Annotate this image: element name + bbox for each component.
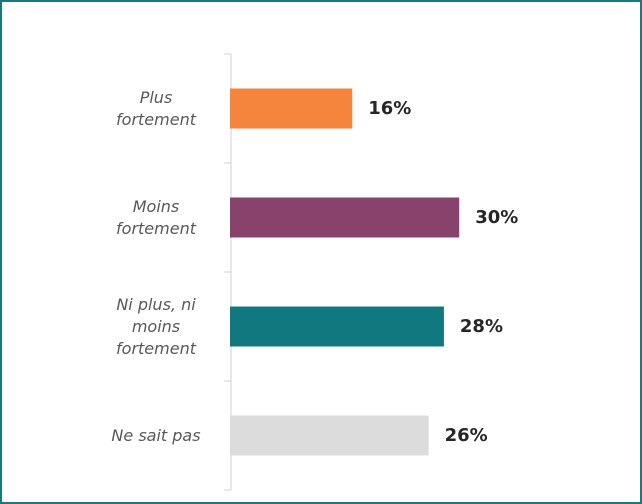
bar	[230, 415, 429, 456]
bar	[230, 88, 353, 129]
category-label: Ne sait pas	[111, 425, 201, 445]
value-label: 26%	[444, 424, 488, 446]
category-label: Moins fortement	[116, 196, 196, 238]
category-label: Plus fortement	[116, 87, 196, 129]
category-label: Ni plus, ni moins fortement	[116, 294, 196, 358]
bar	[230, 197, 460, 238]
value-label: 16%	[368, 97, 412, 119]
bar	[230, 306, 444, 347]
value-label: 30%	[475, 206, 519, 228]
value-label: 28%	[459, 315, 503, 337]
